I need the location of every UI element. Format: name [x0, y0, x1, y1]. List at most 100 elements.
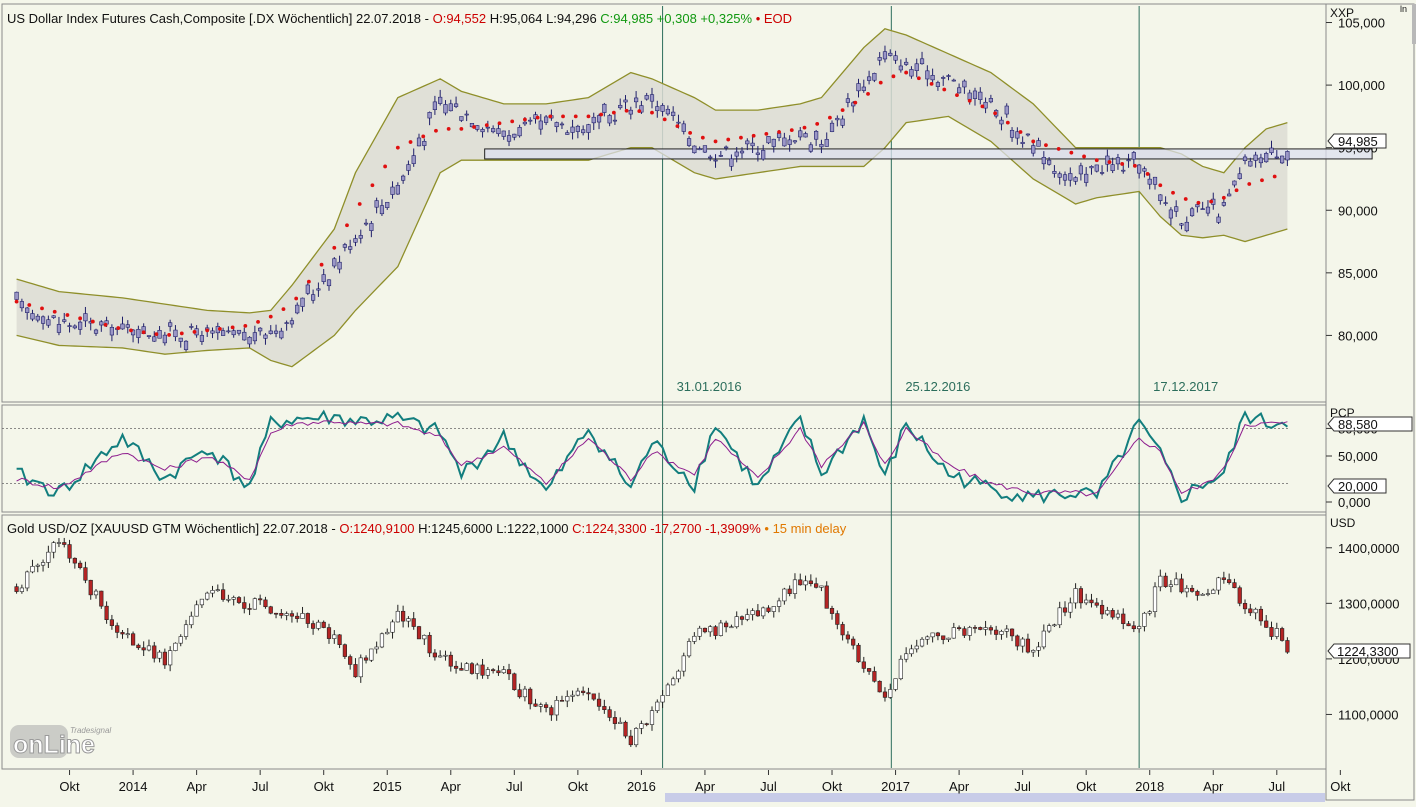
sar-dot — [1158, 183, 1163, 188]
x-tick-label: Okt — [1330, 779, 1351, 794]
usd-candle-body — [1009, 129, 1015, 138]
sar-dot — [78, 316, 83, 321]
vertical-marker-date: 25.12.2016 — [905, 379, 970, 394]
usd-candle-body — [62, 319, 67, 322]
gold-candle-body — [893, 678, 898, 690]
x-tick-label: 2016 — [627, 779, 656, 794]
usd-candle-body — [681, 123, 686, 132]
usd-candle-body — [14, 291, 19, 300]
usd-candle-body — [607, 115, 612, 124]
usd-candle-body — [1279, 155, 1285, 164]
gold-candle-body — [258, 598, 263, 601]
gold-candle-body — [1121, 613, 1126, 624]
usd-candle-body — [596, 115, 602, 123]
gold-candle-body — [612, 717, 618, 724]
gold-candle-body — [956, 627, 962, 629]
usd-ytick-label: 90,000 — [1338, 203, 1378, 218]
usd-candle-body — [729, 158, 734, 167]
gold-candle-body — [157, 651, 162, 659]
usd-candle-body — [999, 119, 1004, 125]
usd-candle-body — [448, 103, 453, 112]
sar-dot — [1132, 163, 1137, 168]
sar-dot — [27, 303, 32, 307]
usd-candle-body — [432, 101, 437, 110]
tradesignal-logo: Tradesignal onLine — [8, 720, 138, 762]
usd-candle-body — [824, 139, 829, 147]
gold-candle-body — [1242, 602, 1248, 610]
scale-toggle-icon[interactable]: ln — [1400, 4, 1407, 14]
gold-candle-body — [724, 622, 729, 628]
x-tick-label: Apr — [949, 779, 970, 794]
usd-candle-body — [1216, 216, 1221, 223]
usd-candle-body — [1025, 133, 1031, 136]
scroll-thumb-bottom[interactable] — [665, 793, 1325, 802]
sar-dot — [179, 331, 184, 336]
usd-candle-body — [453, 103, 459, 107]
gold-candle-body — [1248, 608, 1253, 614]
sar-dot — [891, 74, 896, 79]
gold-candle-body — [99, 590, 104, 607]
panel-gold — [1, 514, 1327, 770]
gold-candle-body — [480, 664, 485, 676]
gold-candle-body — [1089, 599, 1094, 604]
gold-candle-body — [300, 613, 305, 619]
gold-candle-body — [1062, 607, 1068, 613]
sar-dot — [421, 134, 426, 139]
gold-candle-body — [840, 624, 845, 636]
usd-candle-body — [634, 97, 639, 103]
gold-candle-body — [1179, 578, 1184, 593]
sar-dot — [1171, 190, 1175, 195]
usd-candle-body — [321, 274, 326, 282]
gold-candle-body — [1131, 625, 1136, 630]
gold-candle-body — [639, 723, 644, 729]
gold-candle-body — [798, 579, 803, 586]
sar-dot — [218, 327, 222, 331]
sar-dot — [611, 110, 616, 115]
usd-candle-body — [1105, 155, 1110, 165]
gold-candle-body — [591, 693, 596, 700]
sar-dot — [955, 93, 959, 98]
sar-dot — [662, 117, 667, 122]
gold-candle-body — [1105, 610, 1110, 615]
usd-candle-body — [1152, 176, 1158, 185]
gold-candle-body — [416, 626, 422, 640]
usd-candle-body — [332, 258, 337, 267]
usd-header: US Dollar Index Futures Cash,Composite [… — [7, 11, 792, 26]
usd-candle-body — [755, 152, 760, 155]
gold-candle-body — [676, 670, 681, 680]
sar-dot — [332, 245, 337, 250]
usd-candle-body — [676, 121, 681, 124]
gold-candle-body — [882, 691, 888, 698]
gold-candle-body — [30, 566, 35, 573]
gold-candle-body — [1200, 593, 1205, 596]
usd-candle-body — [956, 87, 962, 94]
usd-candle-body — [1200, 208, 1205, 210]
sar-dot — [14, 299, 19, 304]
gold-candle-body — [337, 634, 342, 645]
gold-candle-body — [178, 636, 183, 644]
gold-candle-body — [459, 668, 464, 671]
gold-candle-body — [824, 585, 829, 609]
usd-candle-body — [1062, 174, 1068, 181]
sar-dot — [370, 183, 375, 188]
usd-candle-body — [427, 112, 432, 119]
scroll-handle[interactable] — [1412, 4, 1416, 44]
gold-candle-body — [994, 629, 999, 635]
sar-dot — [802, 125, 807, 130]
sar-dot — [256, 320, 260, 324]
gold-candle-body — [464, 663, 469, 671]
usd-candle-body — [443, 104, 448, 114]
gold-candle-body — [448, 654, 453, 667]
gold-candle-body — [1205, 593, 1211, 595]
gold-candle-body — [1099, 604, 1105, 615]
usd-candle-body — [1121, 169, 1126, 172]
usd-candle-body — [697, 148, 702, 151]
gold-candle-body — [946, 637, 951, 640]
gold-candle-body — [1025, 638, 1031, 653]
usd-candle-body — [861, 86, 866, 91]
stochastic-series — [2, 409, 1290, 505]
gold-candle-body — [67, 544, 72, 559]
usd-candle-body — [369, 223, 374, 231]
gold-candle-body — [115, 625, 120, 633]
